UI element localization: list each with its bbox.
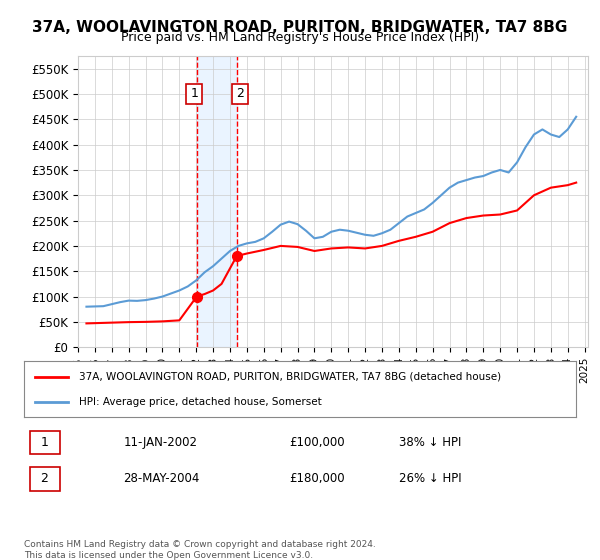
Text: HPI: Average price, detached house, Somerset: HPI: Average price, detached house, Some… (79, 396, 322, 407)
Text: 37A, WOOLAVINGTON ROAD, PURITON, BRIDGWATER, TA7 8BG: 37A, WOOLAVINGTON ROAD, PURITON, BRIDGWA… (32, 20, 568, 35)
Text: 38% ↓ HPI: 38% ↓ HPI (400, 436, 462, 449)
Text: Contains HM Land Registry data © Crown copyright and database right 2024.
This d: Contains HM Land Registry data © Crown c… (24, 540, 376, 560)
Text: Price paid vs. HM Land Registry's House Price Index (HPI): Price paid vs. HM Land Registry's House … (121, 31, 479, 44)
Text: 1: 1 (40, 436, 49, 449)
Text: 1: 1 (190, 87, 198, 100)
Text: £180,000: £180,000 (289, 472, 344, 486)
Text: £100,000: £100,000 (289, 436, 344, 449)
FancyBboxPatch shape (29, 467, 60, 491)
Text: 2: 2 (236, 87, 244, 100)
Text: 11-JAN-2002: 11-JAN-2002 (124, 436, 197, 449)
Text: 28-MAY-2004: 28-MAY-2004 (124, 472, 200, 486)
FancyBboxPatch shape (29, 431, 60, 454)
Text: 26% ↓ HPI: 26% ↓ HPI (400, 472, 462, 486)
Text: 2: 2 (40, 472, 49, 486)
Text: 37A, WOOLAVINGTON ROAD, PURITON, BRIDGWATER, TA7 8BG (detached house): 37A, WOOLAVINGTON ROAD, PURITON, BRIDGWA… (79, 372, 502, 382)
Bar (197, 56, 237, 347)
